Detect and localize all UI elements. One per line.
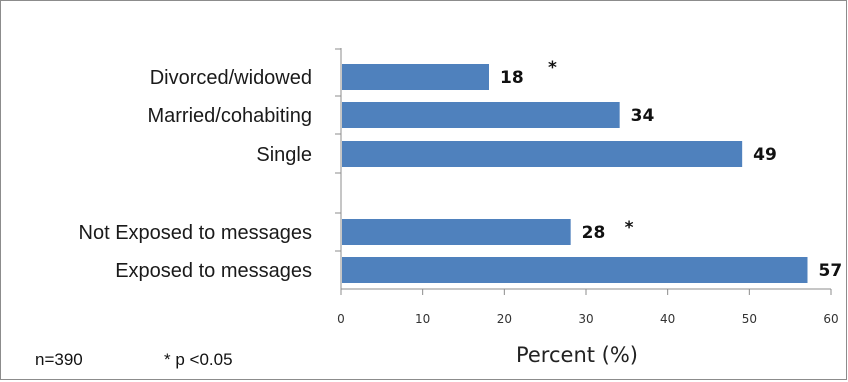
sample-size-note: n=390 bbox=[35, 350, 83, 369]
x-tick-label: 30 bbox=[578, 312, 593, 326]
significance-marker: * bbox=[625, 218, 634, 238]
x-tick-label: 50 bbox=[742, 312, 757, 326]
category-label: Married/cohabiting bbox=[147, 105, 312, 127]
x-axis-title: Percent (%) bbox=[516, 343, 638, 367]
x-tick-label: 60 bbox=[823, 312, 838, 326]
data-label: 57 bbox=[819, 261, 843, 281]
category-label: Not Exposed to messages bbox=[79, 222, 312, 244]
bar[interactable] bbox=[342, 257, 808, 283]
data-label: 34 bbox=[631, 106, 655, 126]
significance-note: * p <0.05 bbox=[164, 350, 233, 369]
x-tick-label: 10 bbox=[415, 312, 430, 326]
category-label: Divorced/widowed bbox=[150, 67, 312, 89]
bar[interactable] bbox=[342, 102, 620, 128]
bar[interactable] bbox=[342, 64, 489, 90]
plot-area: 0 10 20 30 40 50 60 Divorced/widowed 18 * Married/… bbox=[79, 48, 843, 326]
category-label: Exposed to messages bbox=[115, 260, 312, 282]
category-label: Single bbox=[256, 144, 312, 166]
x-tick-label: 0 bbox=[337, 312, 345, 326]
data-label: 18 bbox=[500, 68, 524, 88]
x-tick-label: 20 bbox=[497, 312, 512, 326]
significance-marker: * bbox=[548, 58, 557, 78]
bar[interactable] bbox=[342, 141, 743, 167]
data-label: 49 bbox=[753, 145, 777, 165]
bar[interactable] bbox=[342, 219, 571, 245]
data-label: 28 bbox=[582, 223, 606, 243]
x-tick-label: 40 bbox=[660, 312, 675, 326]
